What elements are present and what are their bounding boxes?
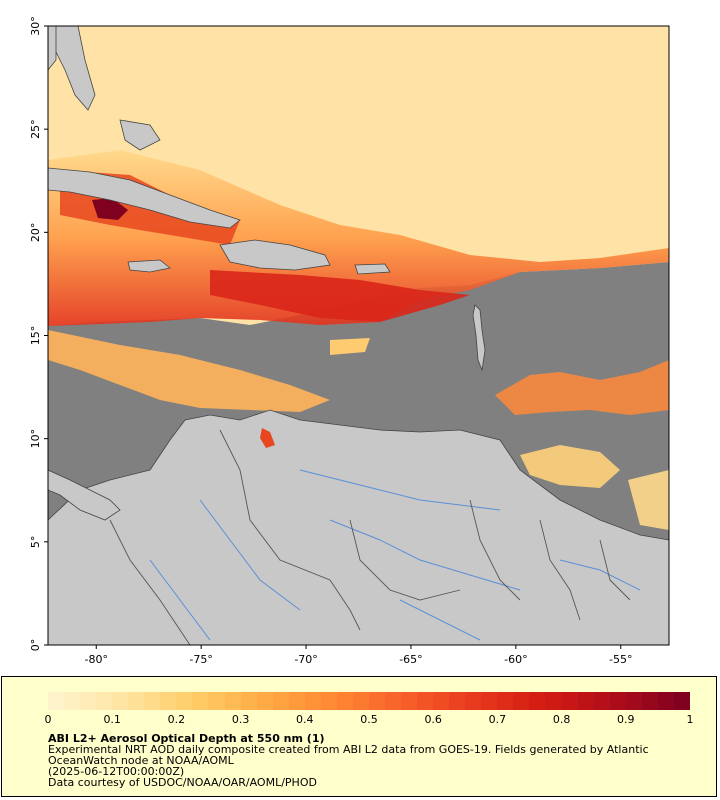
colorbar-tick-label: 0 — [44, 713, 52, 726]
colorbar-tick-label: 0.3 — [231, 713, 250, 726]
land-central-america — [48, 469, 121, 521]
land-bahamas — [119, 119, 161, 151]
colorbar-cell — [401, 692, 418, 710]
colorbar-cell — [561, 692, 578, 710]
colorbar-cell — [352, 692, 369, 710]
lon-tick-label: -60° — [504, 653, 527, 666]
land-jamaica — [127, 259, 171, 273]
colorbar-cell — [176, 692, 193, 710]
colorbar-cell — [128, 692, 145, 710]
aod-patch-far-east — [628, 470, 669, 530]
aod-field-caribbean — [48, 330, 330, 412]
colorbar-ticks: 0 0.1 0.2 0.3 0.4 0.5 0.6 0.7 0.8 0.9 1 — [44, 713, 694, 727]
colorbar-cell — [336, 692, 353, 710]
legend-credit: Data courtesy of USDOC/NOAA/OAR/AOML/PHO… — [48, 776, 317, 789]
aod-field-band — [48, 150, 669, 326]
lat-tick-label: 25° — [29, 119, 42, 139]
land-south-america — [48, 409, 669, 645]
colorbar-cell — [513, 692, 530, 710]
colorbar-cell — [288, 692, 305, 710]
colorbar-cell — [112, 692, 129, 710]
colorbar-cell — [320, 692, 337, 710]
land-lake-maracaibo — [260, 428, 275, 448]
legend-description: Experimental NRT AOD daily composite cre… — [48, 743, 649, 767]
land-gulf-coast — [48, 26, 57, 71]
colorbar-tick-label: 0.7 — [488, 713, 507, 726]
land-puerto-rico — [354, 263, 391, 275]
colorbar-cell — [304, 692, 321, 710]
colorbar-tick-label: 0.6 — [424, 713, 442, 726]
legend-title: ABI L2+ Aerosol Optical Depth at 550 nm … — [48, 732, 325, 745]
country-borders — [109, 429, 631, 645]
colorbar-cell — [256, 692, 273, 710]
colorbar-cell — [80, 692, 97, 710]
colorbar-cell — [96, 692, 113, 710]
lat-tick-label: 10° — [29, 429, 42, 449]
aod-patch-east — [495, 360, 669, 415]
lon-tick-label: -75° — [189, 653, 212, 666]
land-florida — [54, 26, 96, 111]
colorbar-tick-label: 0.5 — [360, 713, 378, 726]
land-cuba — [48, 167, 241, 229]
lon-tick-label: -70° — [294, 653, 317, 666]
colorbar-tick-label: 0.9 — [617, 713, 635, 726]
colorbar-cell — [208, 692, 225, 710]
colorbar-cell — [657, 692, 674, 710]
colorbar-cell — [384, 692, 402, 710]
longitude-axis: -80° -75° -70° -65° -60° -55° — [85, 645, 632, 666]
land-hispaniola — [219, 239, 331, 271]
colorbar-cell — [577, 692, 594, 710]
map-svg: 0° 5° 10° 15° 20° 25° 30° -80° -75° -70° -65° -60°… — [29, 16, 670, 666]
colorbar-cell — [192, 692, 209, 710]
colorbar-cell — [545, 692, 562, 710]
aod-patch-south-east — [520, 445, 620, 488]
colorbar-tick-label: 0.2 — [167, 713, 186, 726]
colorbar-cell — [529, 692, 546, 710]
lat-tick-label: 5° — [29, 536, 42, 549]
colorbar-cell — [272, 692, 289, 710]
colorbar-cell — [64, 692, 81, 710]
colorbar-cell — [368, 692, 385, 710]
legend-date: (2025-06-12T00:00:00Z) — [48, 765, 185, 778]
colorbar-tick-label: 0.4 — [296, 713, 314, 726]
colorbar-cell — [48, 692, 65, 710]
lon-tick-label: -55° — [609, 653, 632, 666]
colorbar-cell — [417, 692, 434, 710]
aod-plume-central — [210, 270, 470, 322]
colorbar-cell — [609, 692, 626, 710]
colorbar-tick-label: 0.8 — [552, 713, 571, 726]
aod-patch-small — [330, 338, 370, 355]
colorbar-cell — [481, 692, 498, 710]
lat-tick-label: 0° — [29, 639, 42, 652]
colorbar-cell — [449, 692, 466, 710]
colorbar-cell — [625, 692, 642, 710]
legend-panel: 0 0.1 0.2 0.3 0.4 0.5 0.6 0.7 0.8 0.9 1 ABI L2+ Ae… — [1, 676, 717, 797]
aod-colorbar — [48, 692, 690, 710]
lon-tick-label: -80° — [85, 653, 108, 666]
latitude-axis: 0° 5° 10° 15° 20° 25° 30° — [29, 16, 48, 651]
colorbar-cell — [673, 692, 690, 710]
land-lesser-antilles — [472, 304, 486, 372]
colorbar-tick-label: 0.1 — [103, 713, 121, 726]
colorbar-cell — [593, 692, 610, 710]
colorbar-cell — [160, 692, 177, 710]
colorbar-cell — [641, 692, 658, 710]
colorbar-cell — [497, 692, 514, 710]
aod-plume-dark — [92, 198, 128, 220]
colorbar-cell — [240, 692, 257, 710]
lat-tick-label: 15° — [29, 326, 42, 346]
colorbar-tick-label: 1 — [686, 713, 694, 726]
legend-text-block: ABI L2+ Aerosol Optical Depth at 550 nm … — [48, 733, 708, 788]
lon-tick-label: -65° — [399, 653, 422, 666]
rivers — [149, 469, 641, 641]
lat-tick-label: 20° — [29, 223, 42, 243]
colorbar-cell — [433, 692, 450, 710]
lat-tick-label: 30° — [29, 16, 42, 36]
colorbar-cell — [465, 692, 482, 710]
map-figure: 0° 5° 10° 15° 20° 25° 30° -80° -75° -70° -65° -60°… — [29, 16, 670, 666]
colorbar-cell — [144, 692, 161, 710]
colorbar-cell — [224, 692, 241, 710]
